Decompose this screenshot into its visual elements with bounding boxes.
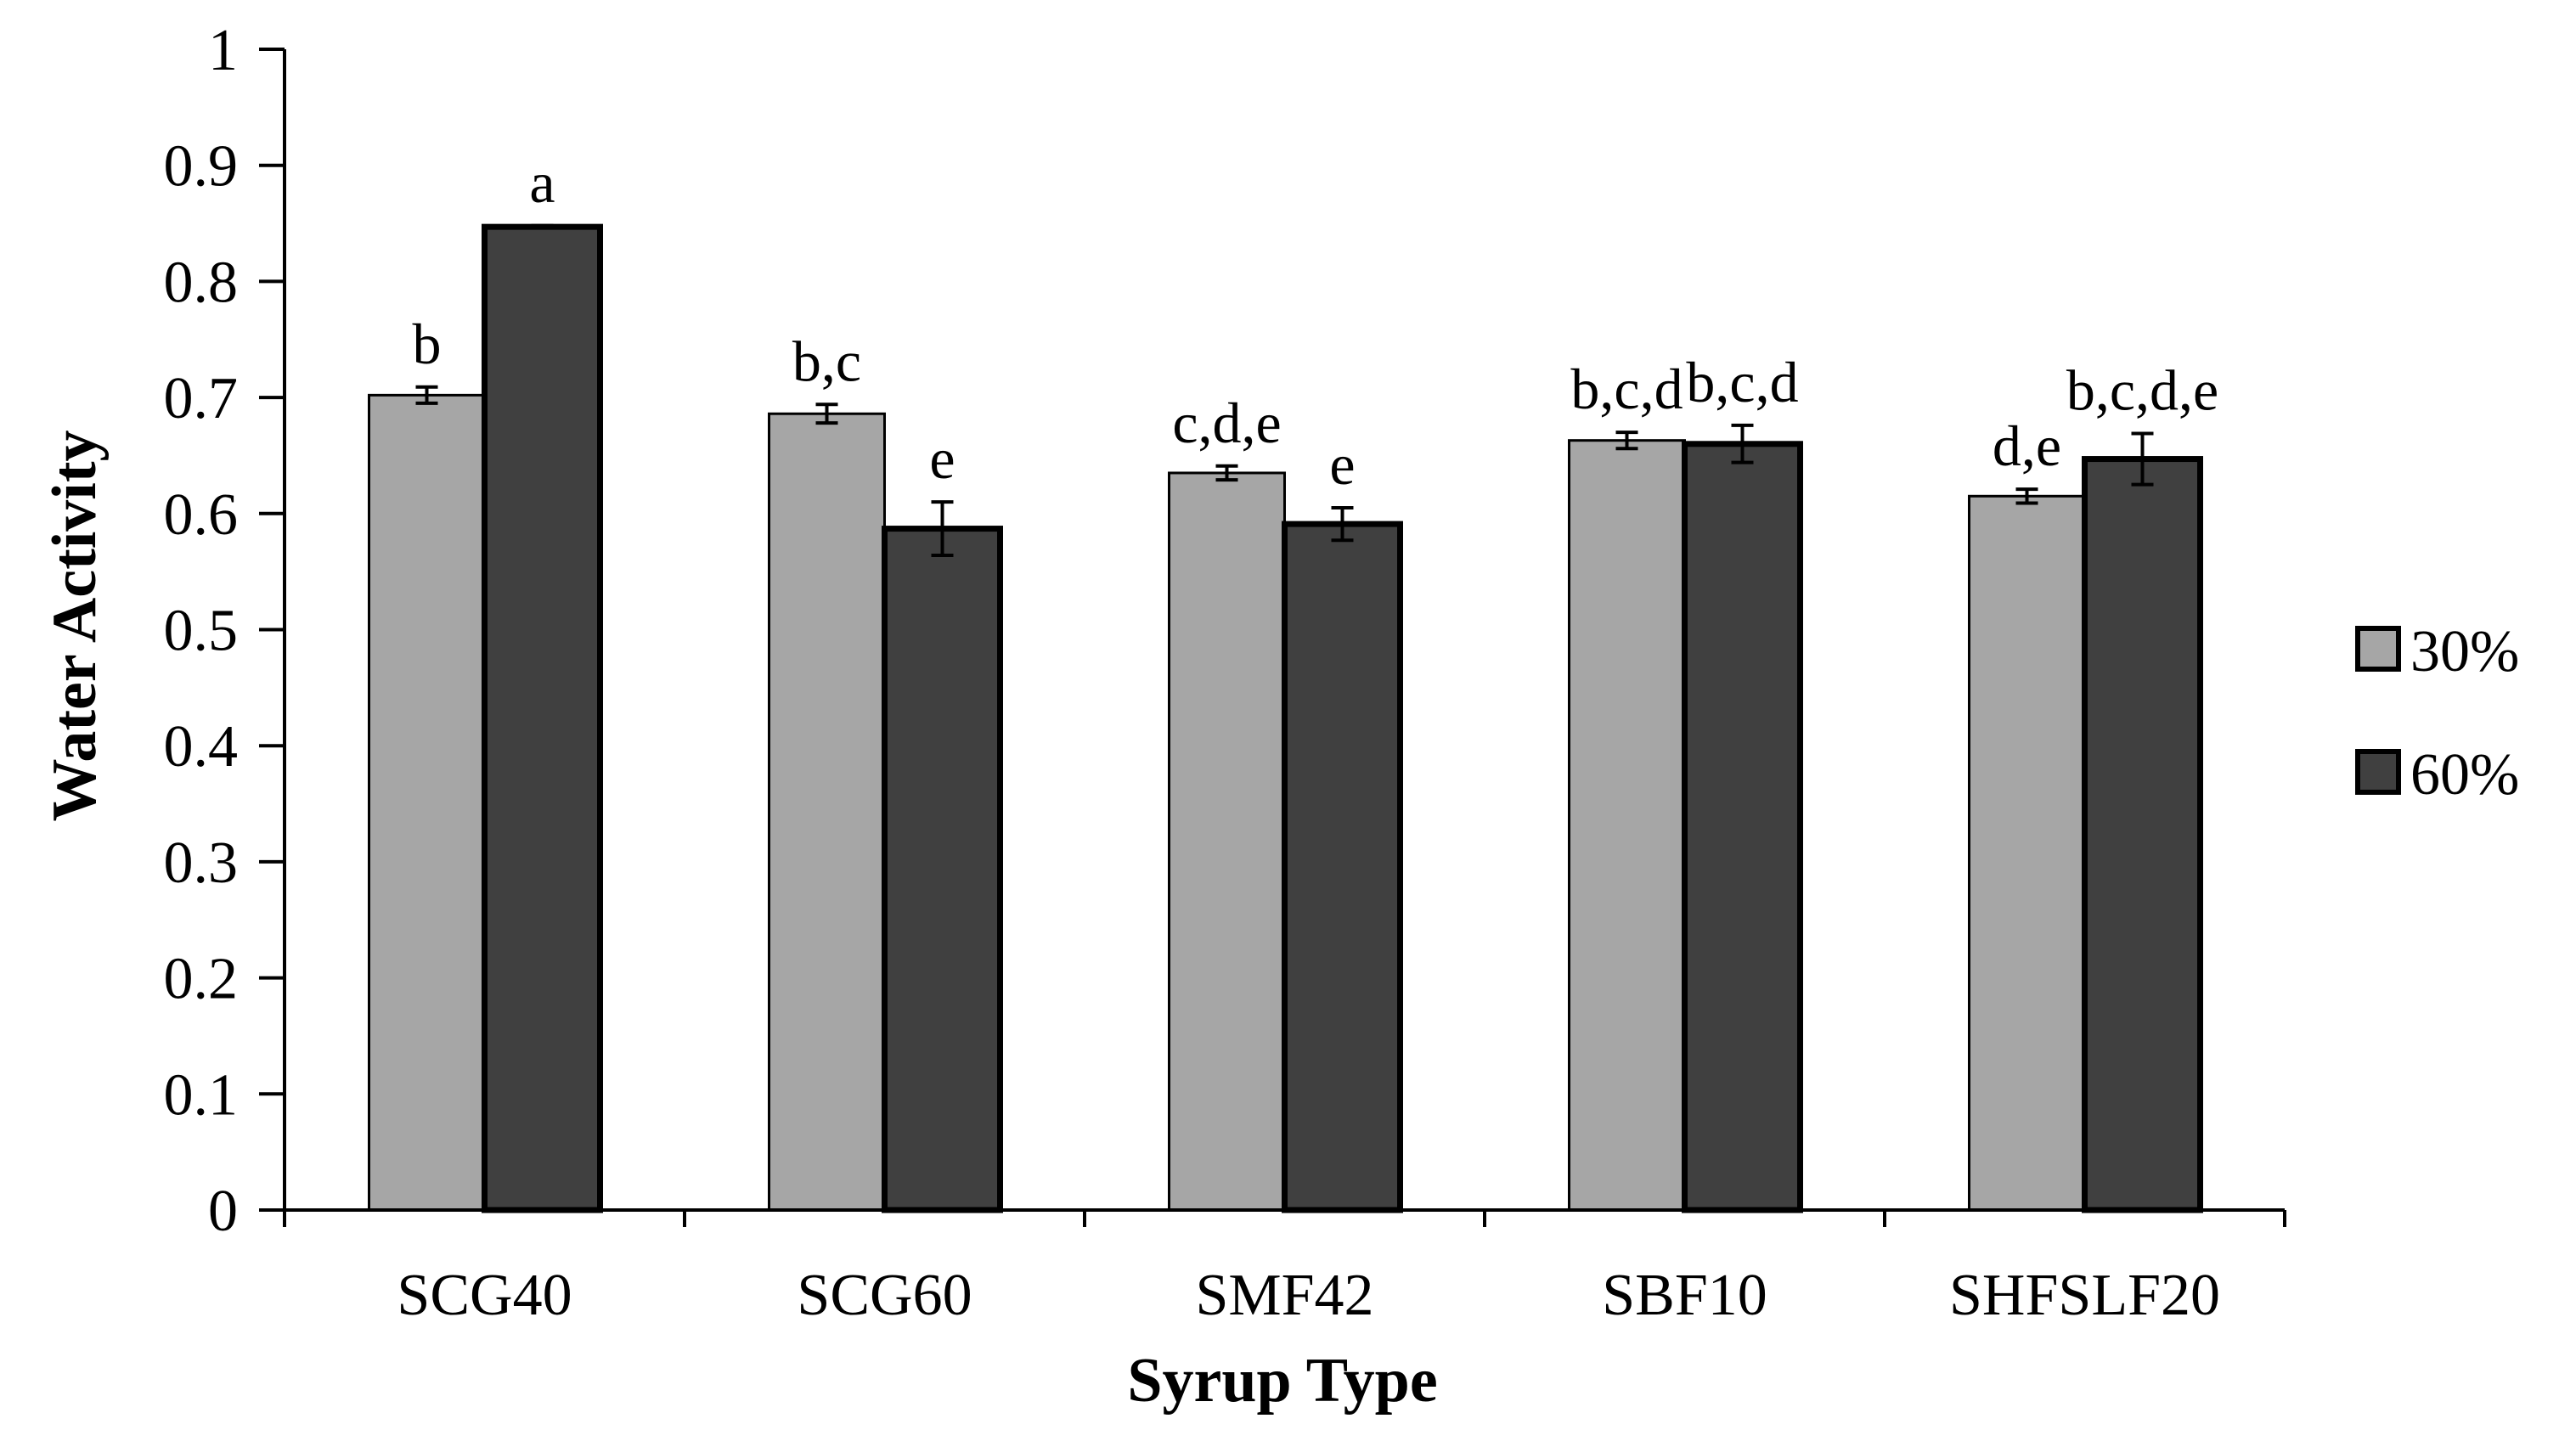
bar <box>1682 441 1803 1213</box>
y-axis-title: Water Activity <box>40 430 110 821</box>
y-tick-label: 0 <box>208 1179 238 1244</box>
bar <box>1968 494 2086 1212</box>
significance-label: b,c <box>792 329 861 393</box>
x-category-label: SCG60 <box>797 1263 972 1328</box>
legend-label-60: 60% <box>2410 742 2519 808</box>
significance-labels: b b,c c,d,e b,c,d d,e a e e b,c,d b,c,d,e <box>413 150 2219 497</box>
bar <box>2082 456 2203 1213</box>
y-tick-label: 0.7 <box>164 366 239 431</box>
category-labels: SCG40 SCG60 SMF42 SBF10 SHFSLF20 <box>397 1263 2220 1328</box>
x-category-label: SHFSLF20 <box>1949 1263 2220 1328</box>
y-tick-label: 1 <box>208 18 238 83</box>
y-tick-label: 0.5 <box>164 599 239 664</box>
significance-label: b,c,d <box>1686 350 1798 414</box>
significance-label: c,d,e <box>1172 391 1281 455</box>
y-tick-labels: 0 0.1 0.2 0.3 0.4 0.5 0.6 0.7 0.8 0.9 1 <box>164 18 239 1244</box>
significance-label: b,c,d,e <box>2066 357 2218 422</box>
legend-label-30: 30% <box>2410 619 2519 684</box>
axes <box>259 48 2286 1227</box>
significance-label: a <box>529 150 555 215</box>
bar <box>482 223 603 1213</box>
y-tick-label: 0.6 <box>164 482 239 548</box>
bars <box>368 223 2203 1213</box>
y-tick-label: 0.1 <box>164 1062 239 1128</box>
significance-label: b,c,d <box>1570 357 1683 421</box>
error-bars <box>415 223 2154 558</box>
legend: 30% 60% <box>2355 619 2519 808</box>
bar <box>1568 439 1686 1212</box>
bar <box>768 412 886 1212</box>
bar <box>882 526 1003 1213</box>
y-tick-label: 0.2 <box>164 947 239 1012</box>
y-tick-label: 0.8 <box>164 250 239 315</box>
x-category-label: SBF10 <box>1602 1263 1767 1328</box>
y-tick-label: 0.3 <box>164 830 239 896</box>
bar <box>1168 471 1286 1212</box>
x-category-label: SCG40 <box>397 1263 572 1328</box>
significance-label: e <box>1329 432 1355 497</box>
bar <box>368 393 486 1212</box>
significance-label: d,e <box>1993 414 2061 478</box>
y-tick-label: 0.9 <box>164 134 239 200</box>
bar <box>1282 521 1403 1213</box>
legend-swatch-60 <box>2355 749 2401 795</box>
x-axis-title: Syrup Type <box>1127 1346 1437 1416</box>
x-category-label: SMF42 <box>1195 1263 1373 1328</box>
legend-swatch-30 <box>2355 626 2401 672</box>
significance-label: b <box>413 312 442 376</box>
y-tick-label: 0.4 <box>164 714 239 780</box>
significance-label: e <box>929 426 955 491</box>
